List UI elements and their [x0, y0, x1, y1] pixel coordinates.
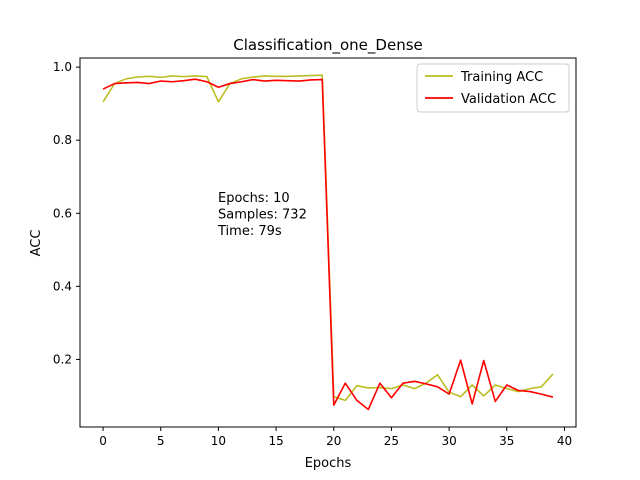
y-tick-label: 0.4: [53, 279, 72, 293]
x-tick-label: 25: [384, 434, 399, 448]
plot-frame: [79, 57, 577, 428]
x-axis-label: Epochs: [305, 456, 352, 471]
x-tick-label: 15: [268, 434, 283, 448]
y-tick-label: 1.0: [53, 60, 72, 74]
y-axis: 0.2 0.4 0.6 0.8 1.0: [53, 60, 80, 366]
legend: Training ACC Validation ACC: [416, 63, 570, 113]
series-layer: [102, 74, 554, 411]
x-axis: 0 5 10 15 20 25 30 35 40: [99, 427, 572, 448]
legend-entry: Validation ACC: [461, 92, 556, 107]
y-tick-label: 0.2: [53, 352, 72, 366]
y-tick-label: 0.6: [53, 206, 72, 220]
y-axis-label: ACC: [29, 230, 44, 257]
series-line-validation-acc: [102, 78, 554, 411]
x-tick-label: 40: [557, 434, 572, 448]
annotation-line: Epochs: 10: [218, 191, 290, 206]
x-tick-label: 10: [211, 434, 226, 448]
plot-area: [79, 57, 577, 428]
x-tick-label: 35: [499, 434, 514, 448]
x-tick-label: 0: [99, 434, 107, 448]
annotation-line: Time: 79s: [217, 224, 282, 239]
x-tick-label: 5: [157, 434, 165, 448]
x-tick-label: 30: [441, 434, 456, 448]
x-tick-label: 20: [326, 434, 341, 448]
legend-entry: Training ACC: [460, 70, 543, 85]
legend-box: [416, 63, 570, 113]
y-tick-label: 0.8: [53, 133, 72, 147]
chart-title: Classification_one_Dense: [233, 36, 423, 55]
annotation-line: Samples: 732: [218, 208, 307, 223]
